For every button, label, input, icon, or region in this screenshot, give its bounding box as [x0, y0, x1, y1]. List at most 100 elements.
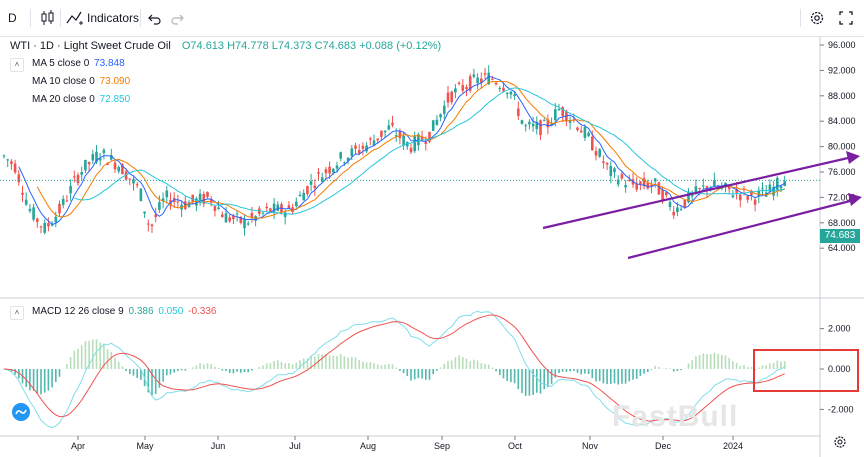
macd-histogram-bar	[25, 369, 27, 387]
macd-histogram-bar	[569, 369, 571, 372]
macd-histogram-bar	[554, 369, 557, 378]
ma10-line	[36, 80, 785, 219]
macd-histogram-bar	[55, 369, 57, 383]
time-axis-label: Apr	[71, 441, 85, 451]
macd-histogram-bar	[347, 357, 349, 369]
macd-histogram-bar	[77, 348, 79, 369]
candle-body	[598, 149, 601, 157]
macd-histogram-bar	[595, 369, 597, 382]
candle-body	[246, 223, 250, 225]
macd-histogram-bar	[217, 367, 220, 369]
candle-body	[739, 194, 742, 201]
price-axis-label: 64.000	[828, 243, 856, 253]
macd-histogram-bar	[391, 364, 394, 369]
chart-area[interactable]: 96.000 92.000 88.000 84.000 80.000 76.000 72.0…	[0, 36, 864, 457]
candle-body	[494, 82, 498, 85]
fullscreen-icon[interactable]	[838, 8, 854, 28]
candle-body	[554, 109, 557, 121]
candle-body	[542, 120, 546, 122]
macd-histogram-bar	[761, 365, 764, 369]
collapse-macd-chevron-icon[interactable]: ˄	[10, 306, 24, 320]
candle-body	[476, 77, 479, 84]
candle-body	[39, 226, 43, 228]
settings-gear-icon[interactable]	[809, 8, 825, 28]
candlestick-icon[interactable]	[40, 8, 56, 28]
macd-histogram-bar	[772, 362, 775, 369]
candle-body	[409, 147, 413, 153]
macd-histogram-bar	[154, 369, 157, 394]
candle-body	[594, 151, 598, 156]
axis-settings-gear-icon[interactable]	[832, 434, 848, 450]
candle-body	[753, 199, 757, 205]
macd-histogram-bar	[162, 369, 164, 382]
candle-body	[694, 186, 698, 194]
candle-body	[306, 186, 309, 195]
candle-body	[102, 149, 106, 153]
candle-body	[672, 211, 675, 216]
price-chart-canvas[interactable]: 96.000 92.000 88.000 84.000 80.000 76.000 72.0…	[0, 36, 864, 457]
candle-body	[498, 88, 502, 90]
macd-histogram-bar	[436, 369, 438, 371]
macd-histogram-bar	[532, 369, 534, 395]
macd-histogram-bar	[47, 369, 50, 391]
candle-body	[350, 148, 354, 157]
macd-histogram-bar	[462, 356, 464, 369]
candle-body	[209, 199, 213, 203]
collapse-legend-chevron-icon[interactable]: ˄	[10, 58, 24, 72]
macd-histogram-bar	[291, 364, 294, 369]
ma5-line	[18, 75, 785, 225]
candle-body	[132, 179, 135, 184]
candle-body	[535, 121, 539, 130]
macd-histogram-bar	[225, 369, 227, 371]
candle-body	[328, 166, 331, 174]
macd-histogram-bar	[73, 350, 76, 369]
macd-histogram-bar	[536, 369, 538, 393]
candle-body	[461, 85, 465, 91]
toolbar-divider	[140, 9, 141, 27]
candle-body	[154, 214, 157, 218]
candle-body	[394, 135, 398, 137]
candle-body	[454, 88, 457, 93]
macd-legend: MACD 12 26 close 9 0.386 0.050 -0.336	[32, 306, 217, 317]
macd-histogram-bar	[66, 363, 68, 369]
redo-icon[interactable]	[170, 8, 184, 28]
macd-histogram-bar	[476, 360, 479, 369]
macd-histogram-bar	[776, 360, 779, 369]
candle-body	[202, 193, 206, 204]
indicators-button[interactable]: Indicators	[66, 8, 148, 28]
macd-histogram-bar	[654, 365, 656, 369]
macd-histogram-bar	[232, 369, 235, 374]
macd-histogram-bar	[277, 360, 279, 369]
macd-histogram-bar	[754, 369, 756, 370]
price-axis-label: 88.000	[828, 91, 856, 101]
macd-histogram-bar	[491, 367, 494, 369]
candle-body	[616, 179, 620, 185]
macd-histogram-bar	[635, 369, 638, 379]
candle-body	[287, 205, 291, 209]
interval-button[interactable]: D	[8, 11, 17, 25]
macd-histogram-bar	[691, 360, 693, 369]
macd-histogram-bar	[565, 369, 568, 372]
undo-icon[interactable]	[148, 8, 162, 28]
macd-histogram-bar	[284, 363, 286, 369]
ma5-legend: MA 5 close 0 73.848	[32, 58, 125, 69]
candle-body	[28, 209, 32, 212]
macd-histogram-bar	[758, 367, 760, 369]
macd-histogram-bar	[713, 352, 716, 369]
candle-body	[47, 223, 50, 227]
candle-body	[98, 158, 102, 161]
macd-histogram-bar	[180, 369, 183, 371]
candle-body	[206, 192, 209, 197]
candle-body	[383, 130, 387, 133]
candle-body	[369, 138, 372, 140]
candle-body	[36, 218, 39, 222]
candle-body	[121, 164, 124, 175]
candle-body	[354, 145, 357, 149]
macd-histogram-bar	[166, 369, 168, 376]
candle-body	[635, 183, 638, 190]
candle-body	[143, 211, 146, 214]
macd-histogram-bar	[199, 363, 201, 369]
candle-body	[528, 121, 531, 125]
symbol-legend: WTI · 1D · Light Sweet Crude Oil O74.613…	[10, 40, 441, 52]
candle-body	[376, 138, 379, 141]
